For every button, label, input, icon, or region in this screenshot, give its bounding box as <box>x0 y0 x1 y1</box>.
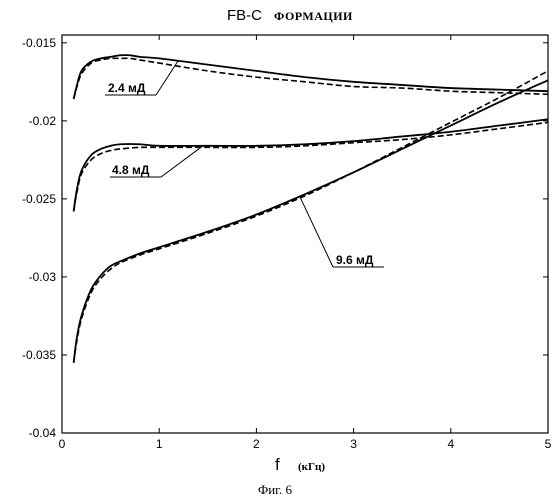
series-9-6-solid <box>74 80 548 363</box>
chart-subtitle: ФОРМАЦИИ <box>274 9 353 23</box>
y-tick-label: -0.03 <box>29 270 57 284</box>
y-tick-label: -0.035 <box>22 348 56 362</box>
series-layer <box>74 55 548 363</box>
x-axis-unit: (кГц) <box>298 461 325 473</box>
y-tick-label: -0.025 <box>22 192 56 206</box>
series-9-6-dashed <box>74 71 548 363</box>
annotation-label: 4.8 мД <box>112 163 150 177</box>
figure-caption: Фиг. 6 <box>258 482 293 497</box>
annotation-layer: 2.4 мД 4.8 мД 9.6 мД <box>105 60 384 267</box>
x-tick-label: 2 <box>253 437 260 451</box>
annotation-label: 9.6 мД <box>336 253 374 267</box>
x-tick-label: 5 <box>545 437 552 451</box>
x-tick-label: 0 <box>59 437 66 451</box>
axis-layer: 0 1 2 3 4 5 -0.04 -0.035 -0.03 -0.025 -0.02 -0.015 <box>22 35 552 451</box>
x-tick-label: 3 <box>350 437 357 451</box>
x-tick-label: 4 <box>447 437 454 451</box>
y-tick-label: -0.02 <box>29 114 57 128</box>
y-tick-label: -0.015 <box>22 36 56 50</box>
chart-title: FB-C <box>227 7 262 24</box>
annotation-leader <box>161 146 203 177</box>
x-axis-label: f <box>275 455 280 474</box>
annotation-label: 2.4 мД <box>108 81 146 95</box>
y-tick-label: -0.04 <box>29 426 57 440</box>
x-tick-label: 1 <box>156 437 163 451</box>
annotation-leader <box>300 197 333 267</box>
